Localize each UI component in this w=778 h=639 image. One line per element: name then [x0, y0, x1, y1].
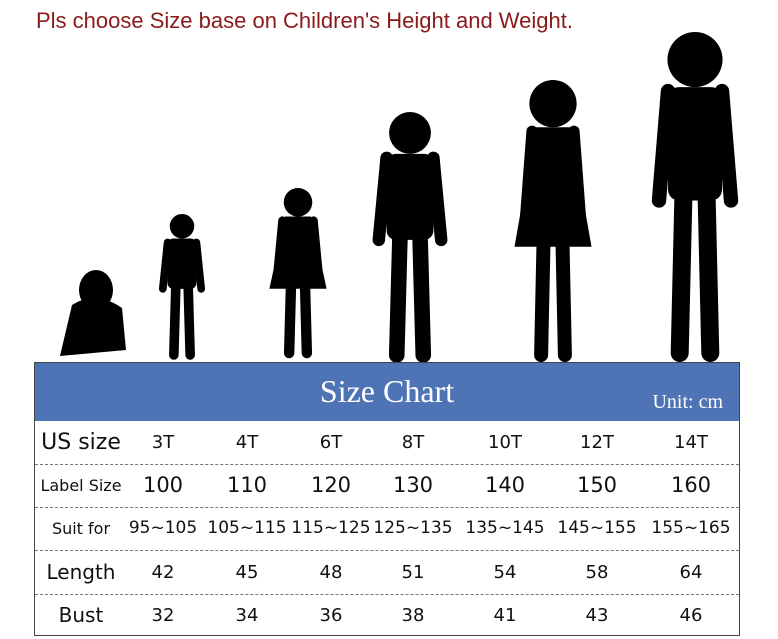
- silhouette-part: [389, 112, 431, 154]
- table-row: Bust 32 34 36 38 41 43 46: [35, 594, 739, 637]
- table-cell: 38: [401, 604, 425, 626]
- table-unit: Unit: cm: [652, 391, 723, 413]
- silhouette-part: [529, 80, 577, 128]
- silhouette-part: [183, 284, 195, 360]
- table-row: Suit for 95~105 105~115 115~125 125~135 135~1…: [35, 507, 739, 552]
- table-row: Length 42 45 48 51 54 58 64: [35, 551, 739, 595]
- silhouette-part: [651, 83, 676, 208]
- table-row: US size 3T 4T 6T 8T 10T 12T 14T: [35, 421, 739, 465]
- table-cell: 115~125: [291, 518, 371, 539]
- table-title: Size Chart: [319, 373, 455, 409]
- row-label: Suit for: [51, 519, 111, 539]
- table-cell: 58: [585, 561, 609, 583]
- table-cell: 110: [226, 473, 268, 498]
- table-cell: 155~165: [651, 518, 731, 539]
- silhouette-part: [158, 238, 172, 293]
- silhouette-part: [714, 83, 739, 208]
- silhouette-part: [60, 298, 126, 356]
- table-cell: 160: [670, 473, 712, 498]
- table-cell: 130: [392, 473, 434, 498]
- silhouette-part: [273, 216, 287, 280]
- silhouette-part: [670, 191, 693, 362]
- table-cell: 150: [576, 473, 618, 498]
- silhouette-part: [555, 217, 572, 362]
- table-cell: 120: [310, 473, 352, 498]
- silhouette-part: [412, 232, 432, 362]
- silhouette-part: [697, 191, 720, 362]
- silhouette-part: [667, 32, 723, 88]
- table-cell: 48: [319, 561, 343, 583]
- table-cell: 14T: [674, 432, 708, 453]
- table-cell: 8T: [401, 432, 425, 453]
- table-cell: 3T: [151, 432, 175, 453]
- table-cell: 41: [493, 604, 517, 626]
- table-cell: 34: [235, 604, 259, 626]
- table-row: Label Size 100 110 120 130 140 150 160: [35, 464, 739, 509]
- silhouette-part: [192, 238, 206, 293]
- table-cell: 125~135: [373, 518, 453, 539]
- row-label: Label Size: [40, 476, 122, 496]
- table-cell: 32: [151, 604, 175, 626]
- silhouette-part: [167, 238, 197, 289]
- silhouette-part: [169, 214, 195, 239]
- silhouettes: [60, 32, 739, 362]
- silhouette-part: [427, 151, 448, 247]
- table-banner: Size Chart Unit: cm: [35, 363, 739, 421]
- silhouette-part: [534, 217, 551, 362]
- table-cell: 51: [401, 561, 425, 583]
- silhouette-part: [309, 216, 323, 280]
- table-cell: 45: [235, 561, 259, 583]
- table-cell: 12T: [580, 432, 614, 453]
- table-cell: 36: [319, 604, 343, 626]
- table-cell: 145~155: [557, 518, 637, 539]
- row-label: Bust: [58, 602, 104, 627]
- silhouette-part: [299, 270, 313, 359]
- silhouette-part: [386, 153, 434, 240]
- silhouette-part: [568, 125, 587, 231]
- row-label: Length: [46, 559, 116, 584]
- table-cell: 135~145: [465, 518, 545, 539]
- silhouette-part: [388, 232, 408, 362]
- table-cell: 54: [493, 561, 517, 583]
- silhouette-part: [283, 188, 313, 217]
- table-cell: 10T: [488, 432, 522, 453]
- table-cell: 100: [142, 473, 184, 498]
- table-cell: 46: [679, 604, 703, 626]
- table-cell: 43: [585, 604, 609, 626]
- table-cell: 4T: [235, 432, 259, 453]
- row-label: US size: [41, 430, 121, 455]
- table-cell: 6T: [319, 432, 343, 453]
- silhouette-part: [372, 151, 393, 247]
- table-cell: 42: [151, 561, 175, 583]
- silhouette-part: [169, 284, 181, 360]
- silhouette-part: [519, 125, 538, 231]
- silhouette-part: [668, 87, 722, 201]
- size-table: Size Chart Unit: cm US size 3T 4T 6T 8T 10T 12…: [34, 362, 740, 636]
- silhouette-part: [283, 270, 297, 359]
- table-cell: 95~105: [128, 518, 198, 539]
- header-title: Pls choose Size base on Children's Heigh…: [36, 8, 573, 33]
- table-cell: 105~115: [207, 518, 287, 539]
- table-cell: 140: [484, 473, 526, 498]
- table-cell: 64: [679, 561, 703, 583]
